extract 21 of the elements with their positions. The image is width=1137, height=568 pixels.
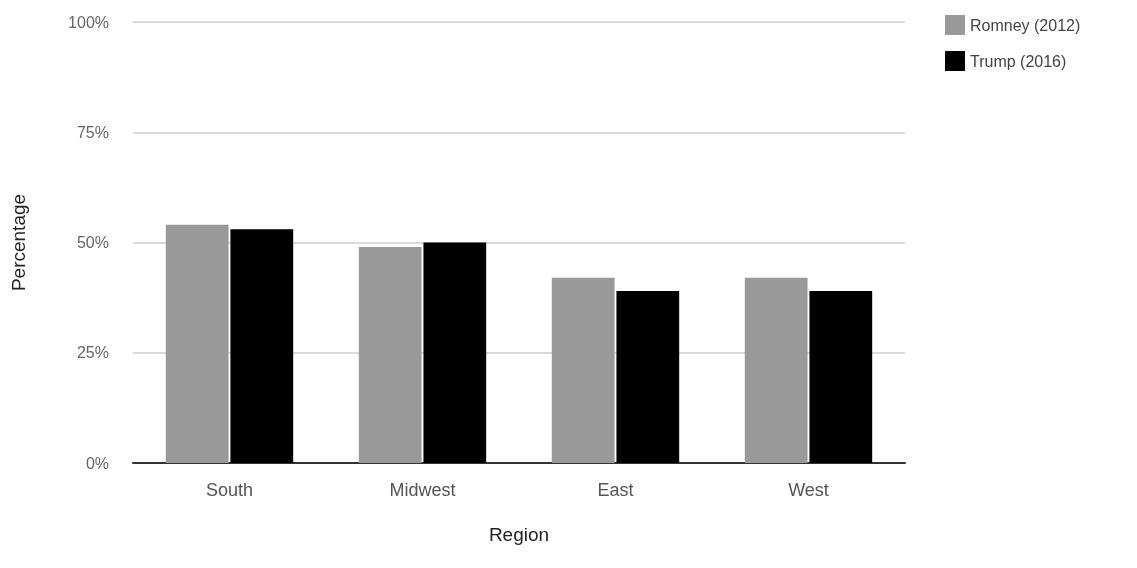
x-tick-label: East	[597, 480, 634, 500]
y-tick-label: 75%	[76, 123, 109, 141]
bar	[809, 291, 873, 463]
y-tick-label: 50%	[76, 234, 109, 251]
y-tick-label: 0%	[85, 454, 109, 472]
bar	[165, 224, 229, 463]
bar	[744, 277, 808, 463]
legend-label: Romney (2012)	[970, 16, 1081, 34]
bar	[551, 277, 615, 463]
bar	[358, 246, 422, 463]
bar	[230, 229, 294, 463]
bar	[616, 291, 680, 463]
x-axis-title: Region	[488, 524, 550, 545]
x-tick-label: Midwest	[389, 480, 456, 500]
y-tick-label: 25%	[76, 344, 109, 362]
legend-label: Trump (2016)	[970, 52, 1067, 70]
y-axis-title: Percentage	[8, 193, 29, 292]
y-tick-label: 100%	[68, 13, 109, 31]
x-tick-label: South	[205, 480, 254, 500]
bar	[423, 242, 487, 463]
x-tick-label: West	[788, 480, 829, 500]
